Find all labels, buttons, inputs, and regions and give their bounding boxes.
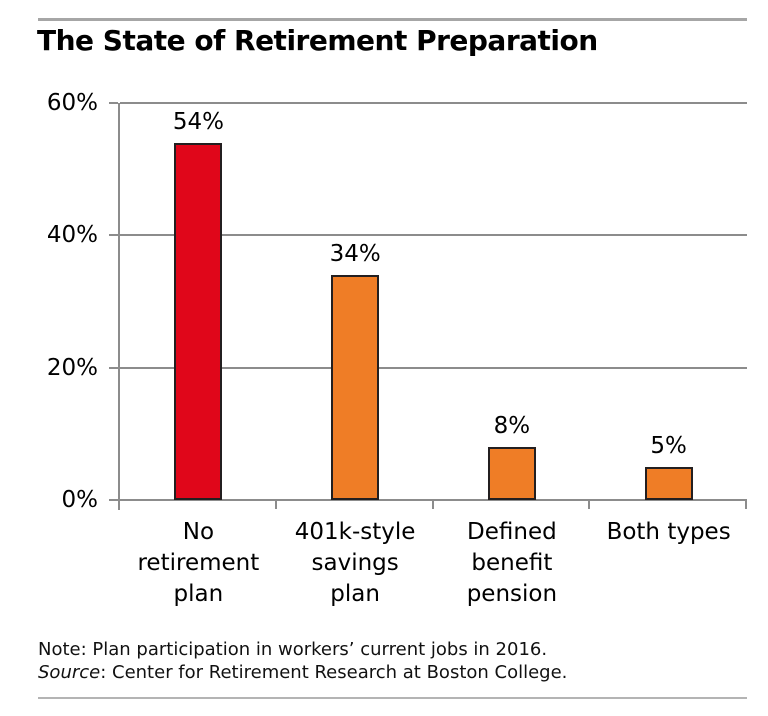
y-tick-40 — [109, 234, 118, 237]
bar-defined-benefit-pension — [487, 447, 536, 500]
y-tick-20 — [109, 366, 118, 369]
category-label-both-types: Both types — [590, 517, 747, 548]
footnote: Note: Plan participation in workers’ cur… — [38, 638, 567, 684]
value-label-401k-style-savings-plan: 34% — [329, 241, 381, 268]
category-label-line: retirement — [137, 550, 260, 576]
category-label-line: 401k-style — [294, 519, 416, 545]
x-tick-3 — [588, 500, 591, 509]
value-label-both-types: 5% — [650, 432, 687, 459]
x-tick-4 — [745, 500, 747, 509]
y-tick-0 — [109, 499, 118, 501]
y-tick-label-60: 60% — [46, 90, 98, 116]
category-label-line: savings — [311, 550, 399, 576]
category-label-no-retirement-plan: No retirement plan — [120, 517, 277, 610]
bar-401k-style-savings-plan — [331, 275, 380, 500]
bottom-divider — [38, 697, 747, 699]
x-tick-2 — [431, 500, 434, 509]
category-label-line: benefit — [471, 550, 553, 576]
y-tick-label-0: 0% — [61, 487, 99, 513]
source-label: Source — [38, 662, 101, 683]
bar-no-retirement-plan — [174, 142, 223, 500]
category-label-line: plan — [173, 581, 224, 607]
top-divider — [38, 18, 747, 21]
x-axis-baseline — [120, 499, 747, 501]
y-tick-60 — [109, 102, 118, 104]
category-label-line: Both types — [606, 519, 731, 545]
y-tick-label-20: 20% — [46, 354, 98, 381]
gridline-20 — [120, 366, 747, 369]
x-tick-1 — [274, 500, 277, 509]
gridline-60 — [120, 102, 747, 104]
y-tick-label-40: 40% — [46, 222, 98, 249]
plot-area: 60% 40% 20% 0% 54% No retirement plan 34% 401k-st… — [47, 90, 747, 607]
chart-title: The State of Retirement Preparation — [37, 24, 598, 57]
category-label-defined-benefit-pension: Defined benefit pension — [434, 517, 591, 610]
value-label-defined-benefit-pension: 8% — [493, 413, 531, 440]
source-line: Source: Center for Retirement Research a… — [38, 661, 567, 684]
category-label-line: No — [182, 519, 215, 545]
gridline-40 — [120, 234, 747, 237]
bar-both-types — [644, 466, 693, 500]
note-line: Note: Plan participation in workers’ cur… — [38, 639, 548, 660]
y-axis-line — [118, 103, 120, 510]
category-label-401k-style-savings-plan: 401k-style savings plan — [277, 517, 434, 610]
category-label-line: plan — [330, 581, 380, 607]
category-label-line: Defined — [467, 519, 557, 545]
value-label-no-retirement-plan: 54% — [172, 108, 224, 135]
category-label-line: pension — [466, 581, 558, 607]
source-text: : Center for Retirement Research at Bost… — [100, 662, 568, 683]
